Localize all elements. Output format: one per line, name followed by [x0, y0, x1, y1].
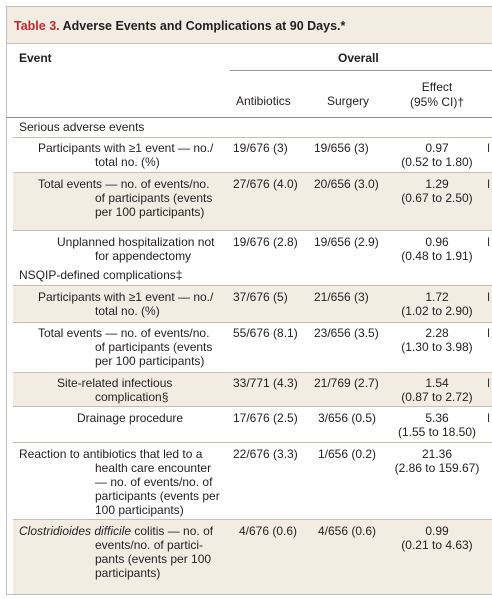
header-overall-rule — [230, 70, 492, 71]
header-event: Event — [19, 51, 52, 65]
row-label: health care encounter — [95, 461, 212, 475]
effect-value: 0.96 — [425, 235, 449, 249]
clipped-column-edge: | — [487, 142, 491, 152]
row-label: Total events — no. of events/no. — [38, 177, 210, 191]
row-label: total no. (%) — [95, 304, 160, 318]
row-separator — [13, 442, 492, 443]
effect-ci: (0.21 to 4.63) — [401, 538, 473, 552]
row-label: Unplanned hospitalization not — [57, 235, 215, 249]
table-title-bar: Table 3. Adverse Events and Complication… — [7, 7, 492, 44]
antibiotics-value: 37/676 (5) — [233, 290, 288, 304]
row-band — [13, 172, 492, 230]
header-effect-line2: (95% CI)† — [409, 95, 465, 109]
section-heading: Serious adverse events — [19, 120, 145, 134]
row-label: pants (events per 100 — [95, 552, 212, 566]
row-label: 100 participants) — [95, 503, 184, 517]
row-band — [13, 372, 492, 406]
row-band — [13, 285, 492, 322]
row-label: Reaction to antibiotics that led to a — [19, 447, 203, 461]
clipped-column-edge: | — [487, 178, 491, 188]
surgery-value: 23/656 (3.5) — [314, 326, 379, 340]
row-separator — [13, 372, 492, 373]
row-separator — [13, 230, 492, 231]
row-label: Participants with ≥1 event — no./ — [38, 141, 214, 155]
row-label: Total events — no. of events/no. — [38, 326, 210, 340]
table-number: Table 3. — [14, 19, 60, 33]
effect-value: 1.29 — [425, 177, 449, 191]
row-label: of participants (events — [95, 340, 213, 354]
row-separator — [13, 137, 492, 138]
antibiotics-value: 4/676 (0.6) — [239, 524, 298, 538]
surgery-value: 21/769 (2.7) — [314, 376, 379, 390]
effect-value: 0.99 — [425, 524, 449, 538]
row-separator — [13, 322, 492, 323]
antibiotics-value: 33/771 (4.3) — [233, 376, 298, 390]
row-separator — [13, 172, 492, 173]
effect-value: 1.72 — [425, 290, 449, 304]
row-separator — [13, 285, 492, 286]
header-bottom-rule — [7, 117, 492, 118]
effect-ci: (1.30 to 3.98) — [401, 340, 473, 354]
effect-value: 0.97 — [425, 141, 449, 155]
row-label: participants) — [95, 566, 161, 580]
row-label-italic: Clostridioides difficile — [19, 524, 132, 538]
effect-ci: (0.48 to 1.91) — [401, 249, 473, 263]
adverse-events-table: Table 3. Adverse Events and Complication… — [6, 6, 492, 595]
header-overall: Overall — [338, 51, 379, 65]
clipped-column-edge: | — [487, 377, 491, 387]
antibiotics-value: 27/676 (4.0) — [233, 177, 298, 191]
row-label: — no. of events/no. of — [95, 475, 213, 489]
table-title: Table 3. Adverse Events and Complication… — [14, 19, 345, 33]
header-surgery: Surgery — [327, 94, 370, 108]
row-label: per 100 participants) — [95, 205, 205, 219]
row-label: for appendectomy — [95, 249, 192, 263]
clipped-column-edge: | — [487, 327, 491, 337]
row-label: Site-related infectious — [57, 376, 173, 390]
surgery-value: 20/656 (3.0) — [314, 177, 379, 191]
table-title-text: Adverse Events and Complications at 90 D… — [59, 19, 346, 33]
antibiotics-value: 17/676 (2.5) — [233, 411, 298, 425]
row-label: Drainage procedure — [77, 411, 184, 425]
row-label: Participants with ≥1 event — no./ — [38, 290, 214, 304]
effect-ci: (0.87 to 2.72) — [401, 390, 473, 404]
effect-ci: (1.55 to 18.50) — [397, 425, 477, 439]
clipped-column-edge: | — [487, 412, 491, 422]
antibiotics-value: 55/676 (8.1) — [233, 326, 298, 340]
surgery-value: 1/656 (0.2) — [318, 447, 377, 461]
row-label: of participants (events — [95, 191, 213, 205]
row-label: Clostridioides difficile colitis — no. o… — [19, 524, 213, 538]
effect-ci: (2.86 to 159.67) — [394, 461, 480, 475]
row-label: participants (events per — [95, 489, 220, 503]
effect-value: 2.28 — [425, 326, 449, 340]
row-band — [13, 519, 492, 594]
surgery-value: 4/656 (0.6) — [318, 524, 377, 538]
row-separator — [13, 519, 492, 520]
header-effect-line1: Effect — [421, 80, 453, 94]
antibiotics-value: 19/676 (3) — [233, 141, 288, 155]
row-label: complication§ — [95, 390, 169, 404]
effect-ci: (0.52 to 1.80) — [401, 155, 473, 169]
row-separator — [13, 406, 492, 407]
antibiotics-value: 22/676 (3.3) — [233, 447, 298, 461]
row-label: total no. (%) — [95, 155, 160, 169]
surgery-value: 19/656 (3) — [314, 141, 369, 155]
surgery-value: 3/656 (0.5) — [318, 411, 377, 425]
effect-ci: (0.67 to 2.50) — [401, 191, 473, 205]
row-label-rest: colitis — no. of — [131, 524, 214, 538]
clipped-column-edge: | — [487, 236, 491, 246]
effect-value: 1.54 — [425, 376, 449, 390]
row-label: events/no. of partici- — [95, 538, 204, 552]
effect-value: 21.36 — [421, 447, 453, 461]
clipped-column-edge: | — [487, 291, 491, 301]
antibiotics-value: 19/676 (2.8) — [233, 235, 298, 249]
header-effect: Effect (95% CI)† — [387, 80, 487, 109]
section-heading: NSQIP-defined complications‡ — [19, 268, 183, 282]
surgery-value: 19/656 (2.9) — [314, 235, 379, 249]
effect-ci: (1.02 to 2.90) — [401, 304, 473, 318]
header-antibiotics: Antibiotics — [236, 94, 291, 108]
row-label: per 100 participants) — [95, 354, 205, 368]
effect-value: 5.36 — [425, 411, 449, 425]
surgery-value: 21/656 (3) — [314, 290, 369, 304]
